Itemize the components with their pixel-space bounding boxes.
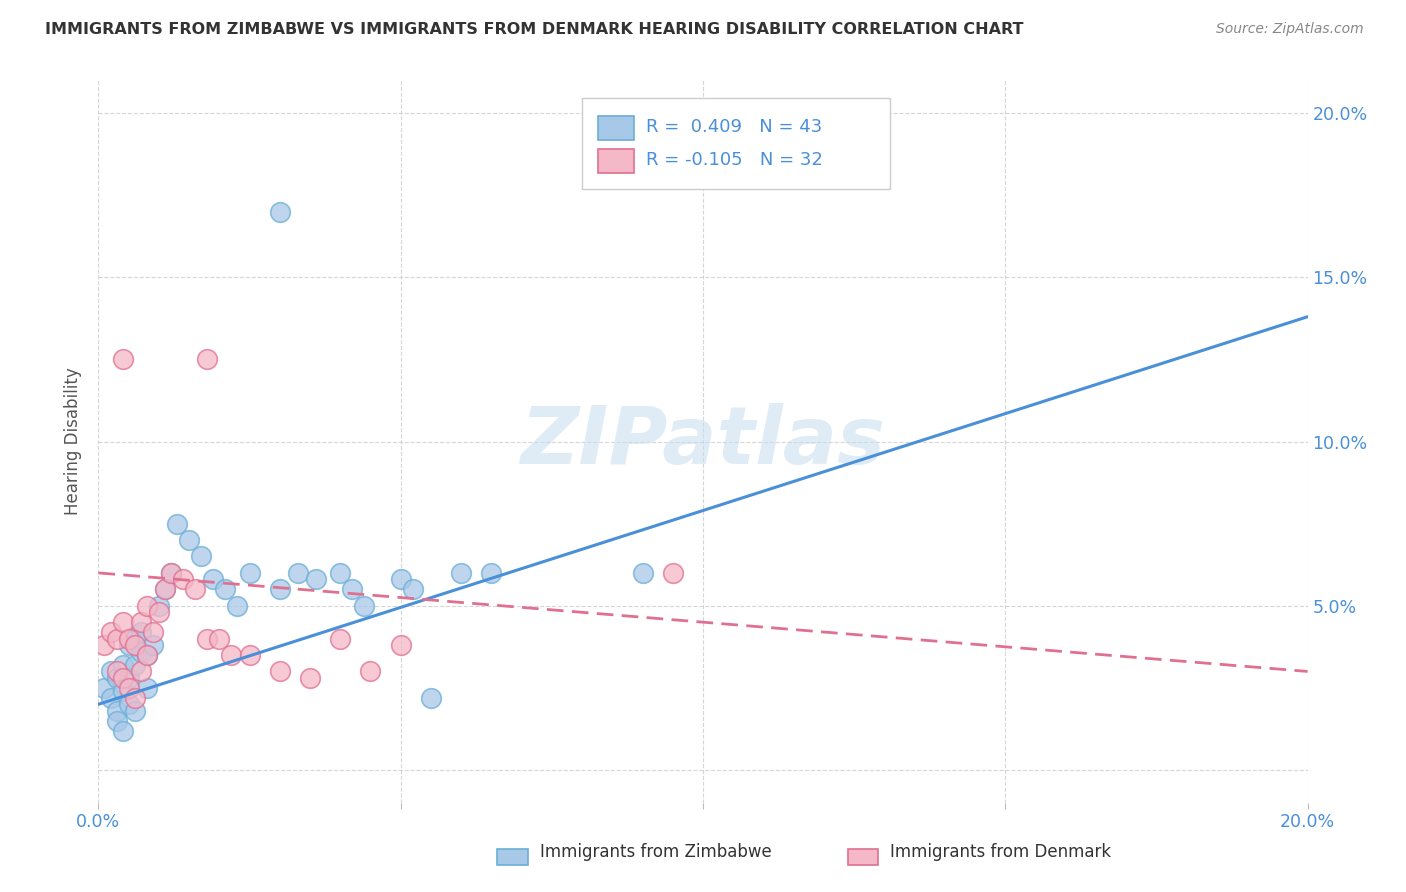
Point	[105, 714, 128, 728]
Point	[124, 638, 146, 652]
Point	[129, 645, 152, 659]
Point	[135, 648, 157, 662]
Text: R =  0.409   N = 43: R = 0.409 N = 43	[647, 118, 823, 136]
Point	[202, 573, 225, 587]
Point	[389, 638, 412, 652]
Point	[166, 516, 188, 531]
Text: ZIPatlas: ZIPatlas	[520, 402, 886, 481]
Point	[124, 690, 146, 705]
Point	[179, 533, 201, 547]
Bar	[498, 849, 527, 865]
Point	[100, 625, 122, 640]
Point	[135, 681, 157, 695]
Bar	[598, 116, 634, 139]
Point	[100, 665, 122, 679]
Point	[118, 698, 141, 712]
Point	[142, 638, 165, 652]
Point	[105, 632, 128, 646]
Point	[172, 573, 194, 587]
Point	[269, 582, 291, 597]
Text: Immigrants from Denmark: Immigrants from Denmark	[890, 843, 1112, 861]
Point	[129, 615, 152, 630]
Point	[93, 681, 115, 695]
Point	[129, 625, 152, 640]
Point	[239, 566, 262, 580]
Point	[124, 704, 146, 718]
Point	[118, 671, 141, 685]
Point	[420, 690, 443, 705]
Point	[124, 632, 146, 646]
Point	[118, 681, 141, 695]
Point	[111, 657, 134, 672]
Point	[305, 573, 328, 587]
Point	[105, 704, 128, 718]
Bar	[598, 149, 634, 173]
Point	[360, 665, 382, 679]
Point	[93, 638, 115, 652]
Point	[269, 665, 291, 679]
Point	[111, 723, 134, 738]
Point	[221, 648, 243, 662]
Text: Source: ZipAtlas.com: Source: ZipAtlas.com	[1216, 22, 1364, 37]
Point	[329, 566, 352, 580]
Point	[105, 671, 128, 685]
Point	[195, 352, 218, 367]
Point	[153, 582, 176, 597]
Text: R = -0.105   N = 32: R = -0.105 N = 32	[647, 151, 823, 169]
Y-axis label: Hearing Disability: Hearing Disability	[65, 368, 83, 516]
Point	[184, 582, 207, 597]
Point	[135, 599, 157, 613]
Point	[631, 566, 654, 580]
Point	[269, 204, 291, 219]
Point	[148, 605, 170, 619]
Point	[124, 657, 146, 672]
Point	[299, 671, 322, 685]
Point	[208, 632, 231, 646]
Point	[129, 665, 152, 679]
Point	[287, 566, 309, 580]
Point	[160, 566, 183, 580]
Text: IMMIGRANTS FROM ZIMBABWE VS IMMIGRANTS FROM DENMARK HEARING DISABILITY CORRELATI: IMMIGRANTS FROM ZIMBABWE VS IMMIGRANTS F…	[45, 22, 1024, 37]
Point	[342, 582, 364, 597]
Point	[105, 665, 128, 679]
Bar	[848, 849, 879, 865]
Point	[111, 671, 134, 685]
Point	[118, 638, 141, 652]
Point	[135, 648, 157, 662]
Point	[160, 566, 183, 580]
Point	[142, 625, 165, 640]
Point	[195, 632, 218, 646]
Point	[481, 566, 503, 580]
Text: Immigrants from Zimbabwe: Immigrants from Zimbabwe	[540, 843, 772, 861]
Point	[226, 599, 249, 613]
FancyBboxPatch shape	[582, 98, 890, 189]
Point	[111, 615, 134, 630]
Point	[402, 582, 425, 597]
Point	[111, 684, 134, 698]
Point	[239, 648, 262, 662]
Point	[118, 632, 141, 646]
Point	[389, 573, 412, 587]
Point	[661, 566, 683, 580]
Point	[100, 690, 122, 705]
Point	[450, 566, 472, 580]
Point	[329, 632, 352, 646]
Point	[353, 599, 375, 613]
Point	[214, 582, 236, 597]
Point	[111, 352, 134, 367]
Point	[190, 549, 212, 564]
Point	[148, 599, 170, 613]
Point	[153, 582, 176, 597]
